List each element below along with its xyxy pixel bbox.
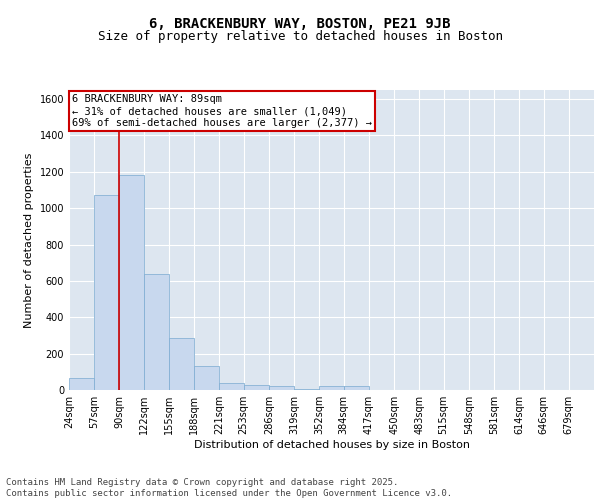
Bar: [94, 194, 119, 390]
Bar: [194, 366, 220, 390]
Bar: [144, 274, 169, 390]
Bar: [244, 386, 269, 390]
Bar: [169, 338, 194, 390]
Bar: [294, 389, 319, 390]
Bar: [319, 386, 344, 390]
X-axis label: Distribution of detached houses by size in Boston: Distribution of detached houses by size …: [193, 440, 470, 450]
Y-axis label: Number of detached properties: Number of detached properties: [24, 152, 34, 328]
Text: Contains HM Land Registry data © Crown copyright and database right 2025.
Contai: Contains HM Land Registry data © Crown c…: [6, 478, 452, 498]
Bar: [269, 386, 294, 390]
Bar: [69, 378, 94, 390]
Bar: [119, 174, 144, 390]
Text: 6, BRACKENBURY WAY, BOSTON, PE21 9JB: 6, BRACKENBURY WAY, BOSTON, PE21 9JB: [149, 18, 451, 32]
Text: Size of property relative to detached houses in Boston: Size of property relative to detached ho…: [97, 30, 503, 43]
Text: 6 BRACKENBURY WAY: 89sqm
← 31% of detached houses are smaller (1,049)
69% of sem: 6 BRACKENBURY WAY: 89sqm ← 31% of detach…: [71, 94, 371, 128]
Bar: [220, 382, 244, 390]
Bar: [344, 386, 369, 390]
